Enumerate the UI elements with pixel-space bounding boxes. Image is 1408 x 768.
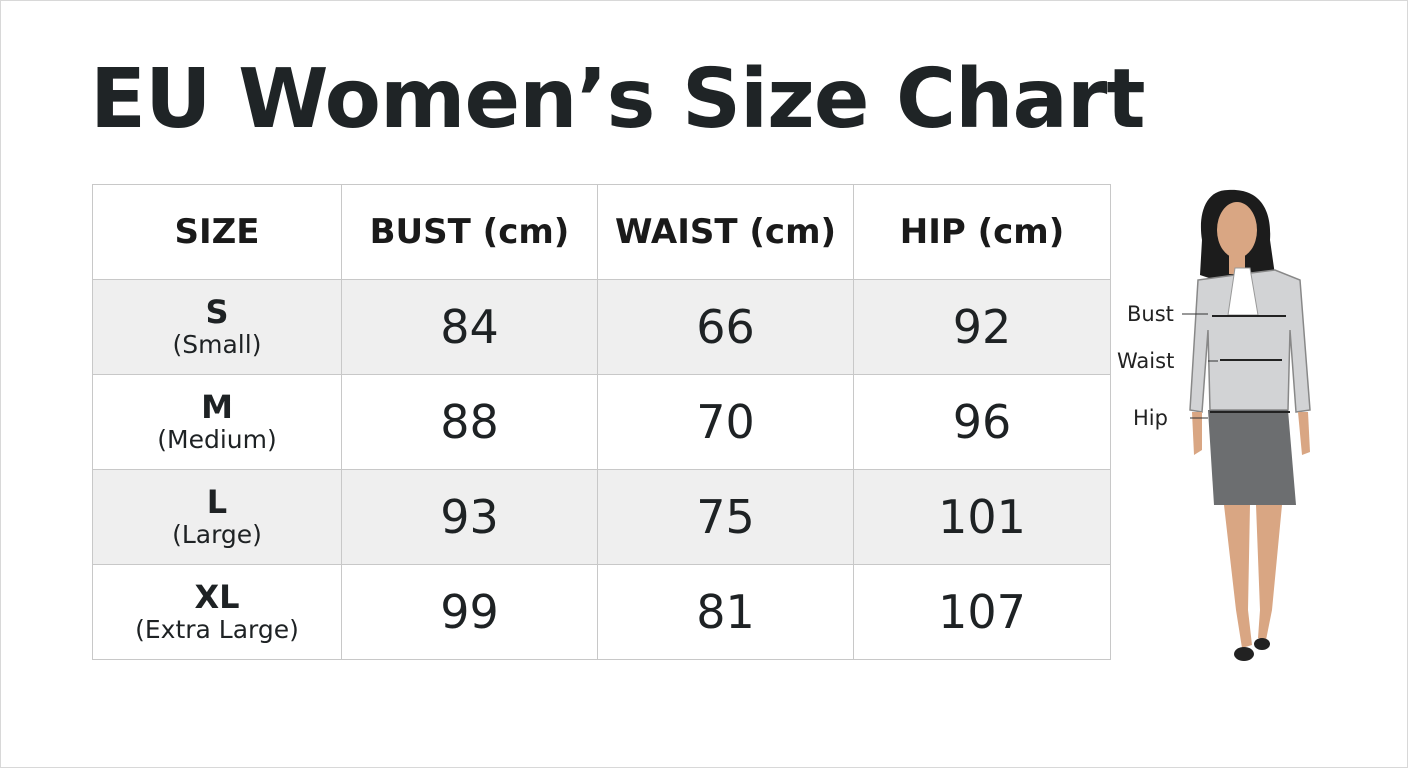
figure-label: Bust xyxy=(1127,302,1174,326)
title: EU Women’s Size Chart xyxy=(90,52,1146,147)
column-header: WAIST (cm) xyxy=(597,184,854,280)
measurement-cell: 66 xyxy=(597,279,854,375)
size-table: SIZE BUST (cm) WAIST (cm) HIP (cm) S (Small)… xyxy=(92,184,1111,660)
figure-label: Waist xyxy=(1117,349,1174,373)
size-code: M xyxy=(201,388,233,426)
size-cell: M (Medium) xyxy=(92,374,342,470)
header-row: SIZE BUST (cm) WAIST (cm) HIP (cm) xyxy=(92,184,1111,280)
size-cell: L (Large) xyxy=(92,469,342,565)
measurement-cell: 70 xyxy=(597,374,854,470)
size-code: XL xyxy=(194,578,240,616)
measurement-cell: 75 xyxy=(597,469,854,565)
measurement-cell: 81 xyxy=(597,564,854,660)
column-header: HIP (cm) xyxy=(853,184,1111,280)
measurement-cell: 84 xyxy=(341,279,598,375)
table-row: L (Large) 93 75 101 xyxy=(92,469,1111,565)
measurement-cell: 96 xyxy=(853,374,1111,470)
measurement-cell: 92 xyxy=(853,279,1111,375)
table-row: M (Medium) 88 70 96 xyxy=(92,374,1111,470)
size-name: (Small) xyxy=(172,330,262,359)
size-name: (Medium) xyxy=(157,425,277,454)
woman-illustration xyxy=(1182,189,1311,661)
size-name: (Large) xyxy=(172,520,262,549)
size-cell: XL (Extra Large) xyxy=(92,564,342,660)
column-header: BUST (cm) xyxy=(341,184,598,280)
size-cell: S (Small) xyxy=(92,279,342,375)
size-code: S xyxy=(205,293,229,331)
table-body: S (Small) 84 66 92 M (Medium) 88 70 96 L (Large) 93 7… xyxy=(92,279,1111,660)
measurement-cell: 88 xyxy=(341,374,598,470)
measurement-cell: 99 xyxy=(341,564,598,660)
figure-label: Hip xyxy=(1133,406,1168,430)
table-row: S (Small) 84 66 92 xyxy=(92,279,1111,375)
table-row: XL (Extra Large) 99 81 107 xyxy=(92,564,1111,660)
figure: Bust Waist Hip xyxy=(1117,189,1311,661)
measurement-cell: 101 xyxy=(853,469,1111,565)
measurement-cell: 107 xyxy=(853,564,1111,660)
size-name: (Extra Large) xyxy=(135,615,299,644)
measurement-cell: 93 xyxy=(341,469,598,565)
size-code: L xyxy=(206,483,228,521)
column-header: SIZE xyxy=(92,184,342,280)
